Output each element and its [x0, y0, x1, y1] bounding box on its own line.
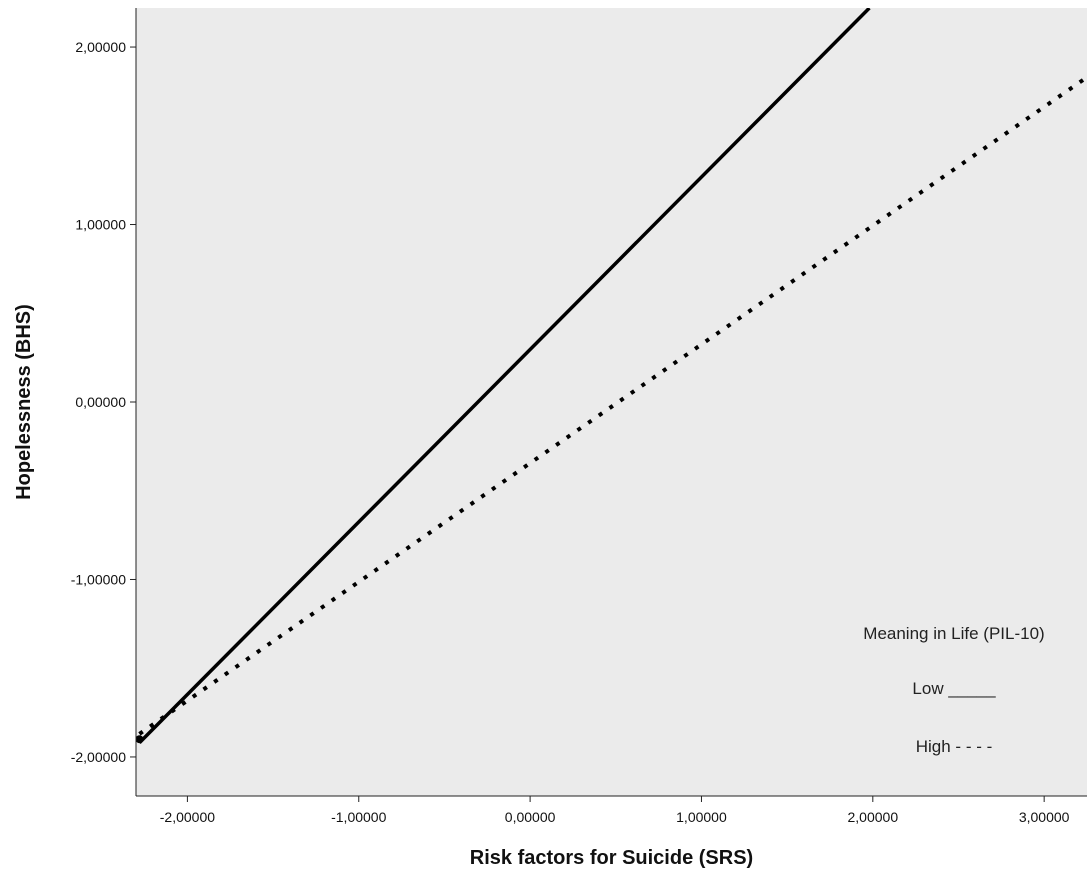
- x-axis-title: Risk factors for Suicide (SRS): [470, 847, 753, 869]
- x-tick-label: 3,00000: [1019, 809, 1070, 825]
- x-tick-label: 2,00000: [848, 809, 899, 825]
- y-tick-label: -1,00000: [71, 571, 126, 587]
- y-tick-label: 1,00000: [75, 217, 126, 233]
- x-tick-label: -1,00000: [331, 809, 386, 825]
- y-tick-label: 2,00000: [75, 39, 126, 55]
- y-tick-label: -2,00000: [71, 749, 126, 765]
- series-line-low: [138, 8, 871, 744]
- plot-background: [136, 8, 1087, 796]
- y-axis-title: Hopelessness (BHS): [13, 304, 35, 500]
- legend-title: Meaning in Life (PIL-10): [863, 624, 1044, 643]
- legend-low-label: Low _____: [912, 679, 996, 698]
- x-tick-label: 0,00000: [505, 809, 556, 825]
- y-tick-label: 0,00000: [75, 394, 126, 410]
- x-tick-label: 1,00000: [676, 809, 727, 825]
- x-tick-label: -2,00000: [160, 809, 215, 825]
- series-start-marker: [136, 735, 144, 744]
- legend-high-label: High - - - -: [916, 737, 993, 756]
